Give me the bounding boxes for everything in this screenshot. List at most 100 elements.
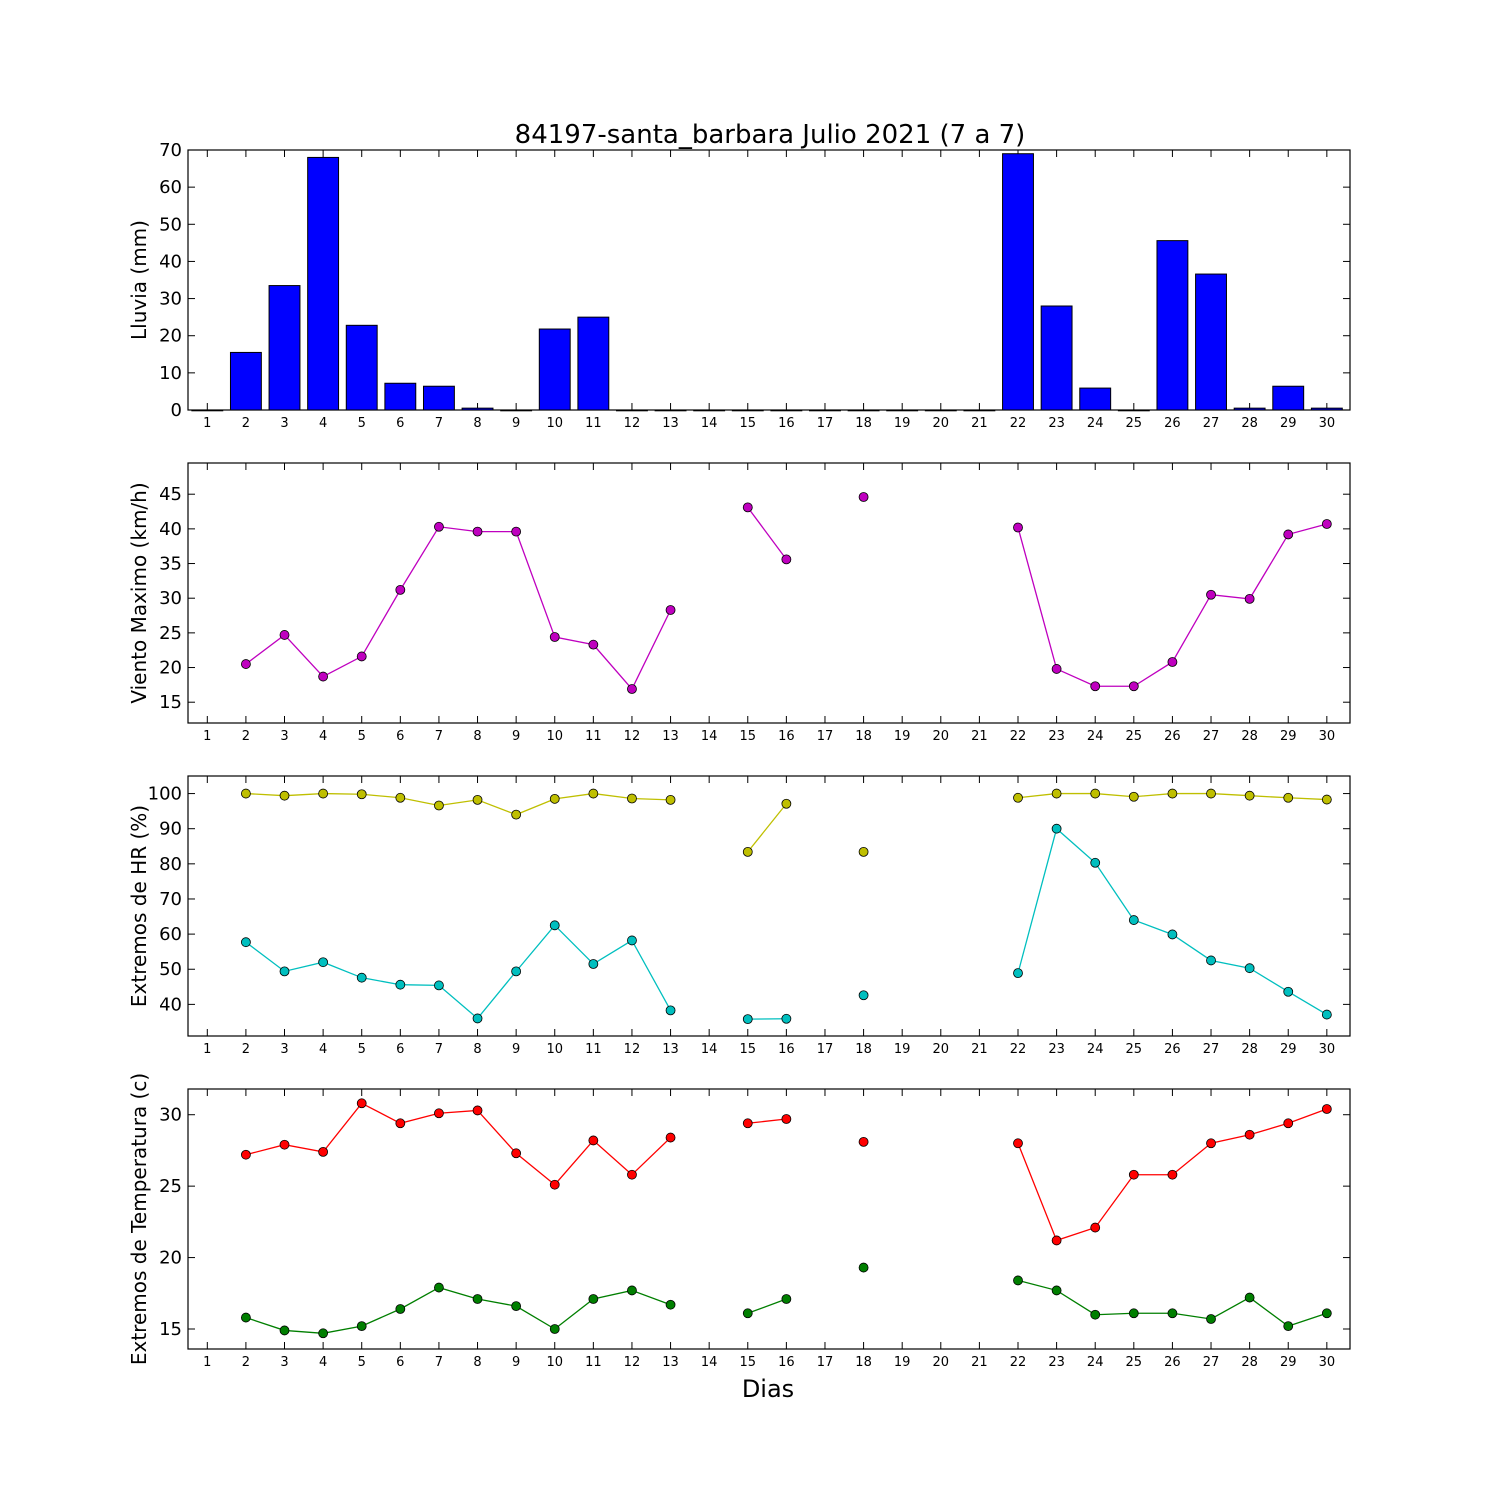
x-tick-label: 19 <box>894 1042 911 1057</box>
x-tick-label: 9 <box>512 1042 520 1057</box>
data-point <box>588 959 599 969</box>
x-tick-label: 25 <box>1126 416 1143 431</box>
data-point <box>356 789 367 800</box>
x-tick-label: 8 <box>473 1355 481 1370</box>
x-tick-label: 5 <box>358 1042 366 1057</box>
data-point <box>318 1146 329 1157</box>
x-tick-label: 25 <box>1126 1042 1143 1057</box>
x-tick-label: 6 <box>396 1355 404 1370</box>
x-tick-label: 13 <box>662 1042 679 1057</box>
series-line <box>245 924 672 1020</box>
rain-bar <box>1156 240 1189 411</box>
data-point <box>627 935 637 946</box>
data-point <box>1090 857 1101 868</box>
data-point <box>742 846 753 857</box>
x-tick-label: 18 <box>855 1355 872 1370</box>
data-point <box>588 639 599 650</box>
x-tick-label: 12 <box>624 729 641 744</box>
data-point <box>781 1013 792 1024</box>
rain-bar <box>1002 153 1034 411</box>
x-tick-label: 15 <box>739 416 756 431</box>
rain-bar <box>1310 407 1343 411</box>
data-point <box>279 966 290 977</box>
y-tick-label: 15 <box>159 692 182 713</box>
data-point <box>395 1118 406 1129</box>
data-point <box>1013 1275 1023 1286</box>
y-tick-label: 70 <box>159 140 182 161</box>
series-line <box>747 803 787 853</box>
plot-frame <box>187 149 1351 411</box>
x-tick-label: 21 <box>971 1355 988 1370</box>
y-tick-label: 100 <box>148 784 182 805</box>
x-tick-label: 1 <box>203 729 211 744</box>
rain-bar <box>847 409 880 412</box>
series-line <box>245 1102 672 1186</box>
data-point <box>858 846 869 857</box>
x-tick-label: 6 <box>396 729 404 744</box>
data-point <box>356 651 367 662</box>
x-tick-label: 4 <box>319 729 327 744</box>
x-tick-label: 10 <box>546 1042 563 1057</box>
data-point <box>1244 963 1255 974</box>
data-point <box>318 1328 329 1339</box>
rain-bar <box>538 328 571 411</box>
x-tick-label: 4 <box>319 1042 327 1057</box>
data-point <box>434 980 444 991</box>
data-point <box>742 502 753 513</box>
data-point <box>1167 788 1178 799</box>
y-tick-label: 35 <box>159 554 182 575</box>
data-point <box>1206 955 1216 966</box>
data-point <box>1206 1138 1216 1149</box>
x-tick-label: 20 <box>933 1042 950 1057</box>
data-point <box>627 684 637 694</box>
x-tick-label: 23 <box>1048 1042 1065 1057</box>
x-tick-label: 1 <box>203 416 211 431</box>
x-tick-label: 6 <box>396 1042 404 1057</box>
rain-bar <box>1272 385 1305 411</box>
x-tick-label: 23 <box>1048 1355 1065 1370</box>
data-point <box>588 1294 599 1304</box>
y-tick-label: 50 <box>159 959 182 980</box>
x-tick-label: 30 <box>1319 729 1336 744</box>
rain-bar <box>191 409 224 412</box>
x-tick-label: 28 <box>1241 1042 1258 1057</box>
data-point <box>241 659 251 669</box>
plot-frame <box>187 775 1351 1037</box>
x-tick-label: 28 <box>1241 1355 1258 1370</box>
y-tick-label: 60 <box>159 177 182 198</box>
data-point <box>858 990 869 1001</box>
data-point <box>665 605 676 615</box>
data-point <box>1321 1009 1332 1020</box>
x-tick-label: 30 <box>1319 416 1336 431</box>
data-point <box>1283 1321 1294 1332</box>
x-tick-label: 7 <box>435 416 443 431</box>
data-point <box>549 793 560 804</box>
data-point <box>511 1301 522 1312</box>
data-point <box>1051 1285 1062 1296</box>
y-tick-label: 40 <box>159 519 182 540</box>
x-tick-label: 27 <box>1203 416 1220 431</box>
data-point <box>858 1136 869 1147</box>
data-point <box>1128 915 1139 925</box>
x-tick-label: 26 <box>1164 416 1181 431</box>
x-tick-label: 27 <box>1203 1042 1220 1057</box>
data-point <box>472 1013 483 1024</box>
y-tick-label: 80 <box>159 854 182 875</box>
y-tick-label: 30 <box>159 588 182 609</box>
data-point <box>1167 929 1178 940</box>
data-point <box>241 937 251 948</box>
data-point <box>1321 1104 1332 1114</box>
y-tick-label: 40 <box>159 994 182 1015</box>
data-point <box>395 792 406 803</box>
x-tick-label: 17 <box>817 729 834 744</box>
data-point <box>1013 968 1023 979</box>
data-point <box>434 800 444 811</box>
y-tick-label: 20 <box>159 326 182 347</box>
plot-frame <box>187 462 1351 724</box>
data-point <box>1090 1222 1101 1233</box>
y-tick-label: 50 <box>159 214 182 235</box>
y-axis-label: Extremos de Temperatura (c) <box>127 1073 151 1365</box>
data-point <box>1167 1169 1178 1180</box>
